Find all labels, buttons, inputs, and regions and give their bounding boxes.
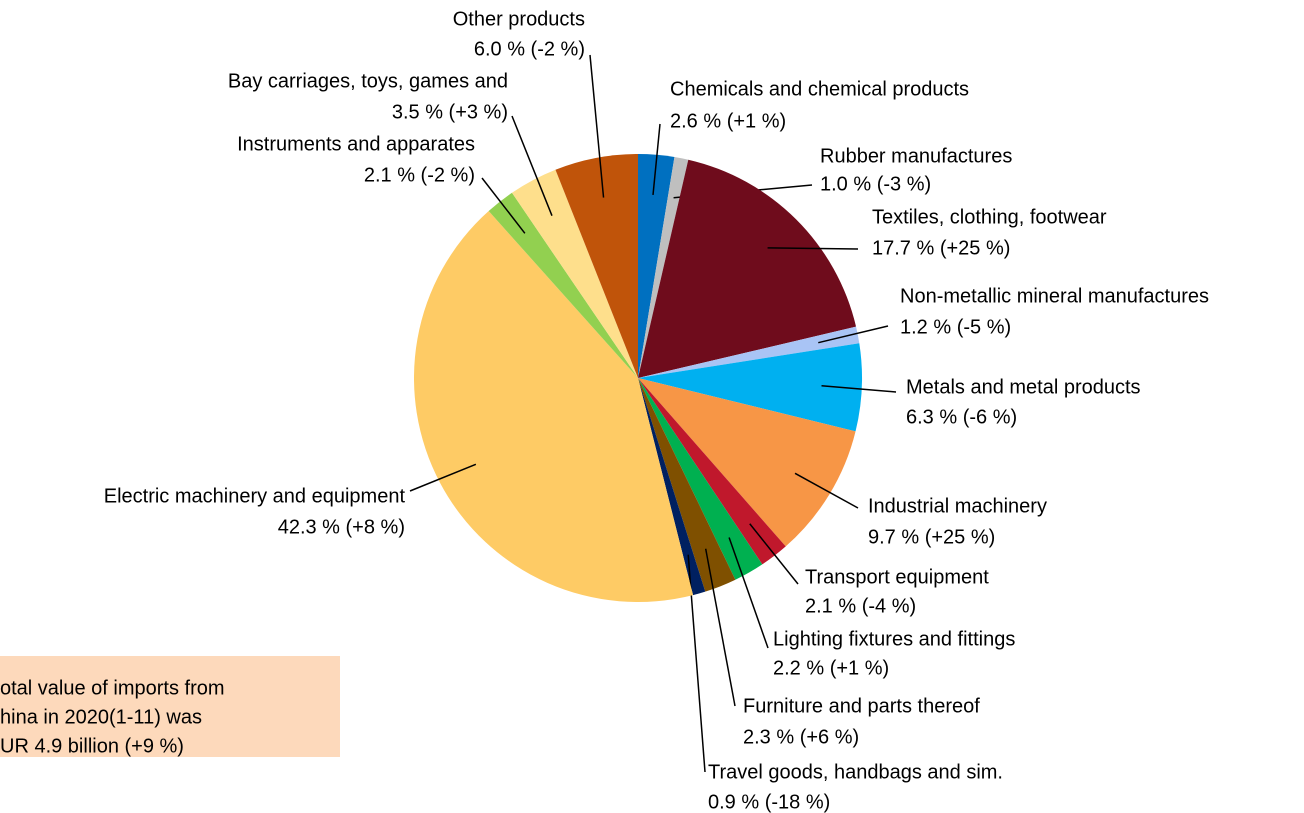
- pie-slice: [638, 326, 860, 378]
- leader-line: [767, 247, 859, 250]
- pie-slice: [638, 378, 856, 547]
- annotation-line: otal value of imports from: [0, 677, 225, 699]
- slice-value-label: 6.0 % (-2 %): [474, 38, 585, 60]
- annotation-box: [0, 656, 340, 757]
- leader-line: [481, 177, 526, 234]
- slice-label: Travel goods, handbags and sim.: [708, 761, 1003, 783]
- slice-value-label: 17.7 % (+25 %): [872, 237, 1010, 259]
- leader-line: [818, 325, 889, 344]
- pie-slice: [638, 154, 675, 378]
- pie-slice: [488, 192, 638, 378]
- slice-label: Rubber manufactures: [820, 145, 1012, 167]
- pie-slice: [555, 154, 638, 378]
- slice-value-label: 0.9 % (-18 %): [708, 791, 830, 813]
- annotation-line: UR 4.9 billion (+9 %): [0, 735, 184, 757]
- leader-line: [652, 123, 661, 196]
- pie-slice: [638, 343, 863, 432]
- slice-value-label: 9.7 % (+25 %): [868, 526, 995, 548]
- slice-value-label: 6.3 % (-6 %): [906, 406, 1017, 428]
- slice-label: Metals and metal products: [906, 376, 1141, 398]
- slice-value-label: 42.3 % (+8 %): [278, 516, 405, 538]
- slice-value-label: 1.0 % (-3 %): [820, 173, 931, 195]
- leader-line: [511, 115, 553, 216]
- pie-slice: [638, 378, 706, 596]
- pie-slice: [638, 378, 786, 565]
- pie-slice: [414, 211, 694, 602]
- annotation-line: hina in 2020(1-11) was: [0, 706, 202, 728]
- slice-label: Transport equipment: [805, 566, 989, 588]
- slice-label: Non-metallic mineral manufactures: [900, 285, 1209, 307]
- slice-value-label: 2.3 % (+6 %): [743, 726, 859, 748]
- pie-slice: [638, 156, 689, 378]
- pie-slice: [511, 169, 638, 378]
- pie-slice: [638, 378, 736, 592]
- leader-line: [409, 463, 477, 492]
- leader-line: [821, 385, 897, 393]
- slice-value-label: 2.1 % (-4 %): [805, 595, 916, 617]
- slice-label: Industrial machinery: [868, 495, 1047, 517]
- leader-line: [589, 54, 605, 198]
- slice-label: Bay carriages, toys, games and: [228, 70, 508, 92]
- slice-label: Instruments and apparates: [237, 133, 475, 155]
- leader-line: [704, 548, 736, 707]
- leader-line: [749, 523, 799, 585]
- slice-value-label: 1.2 % (-5 %): [900, 316, 1011, 338]
- slice-value-label: 2.6 % (+1 %): [670, 110, 786, 132]
- slice-label: Lighting fixtures and fittings: [773, 628, 1015, 650]
- slice-value-label: 2.2 % (+1 %): [773, 657, 889, 679]
- slice-label: Other products: [453, 8, 585, 30]
- slice-label: Electric machinery and equipment: [104, 485, 406, 507]
- leader-line: [728, 537, 769, 649]
- leader-line: [794, 472, 859, 509]
- slice-label: Textiles, clothing, footwear: [872, 206, 1107, 228]
- slice-label: Furniture and parts thereof: [743, 695, 980, 717]
- pie-slice: [638, 378, 763, 580]
- slice-value-label: 2.1 % (-2 %): [364, 164, 475, 186]
- pie-slice: [638, 159, 857, 378]
- slice-value-label: 3.5 % (+3 %): [392, 101, 508, 123]
- slice-label: Chemicals and chemical products: [670, 78, 969, 100]
